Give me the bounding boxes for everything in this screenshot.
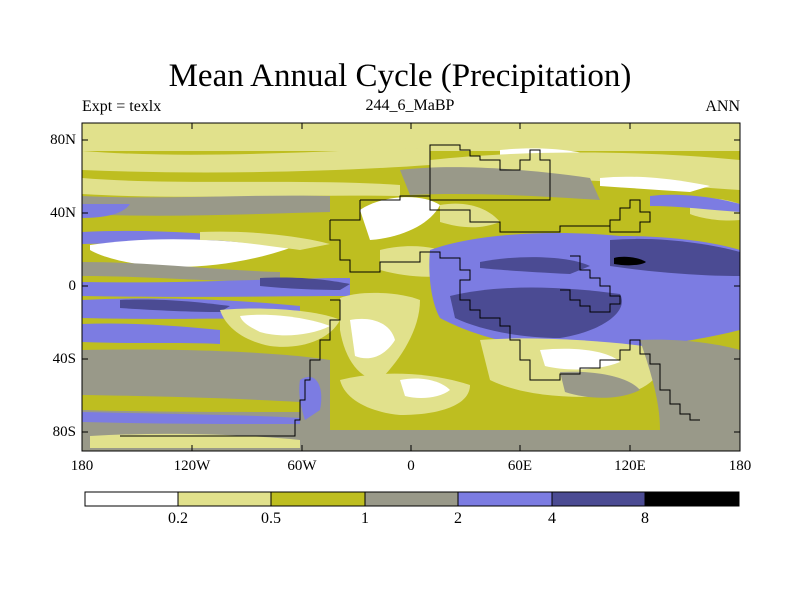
colorbar-label: 0.2 <box>168 510 188 527</box>
lon-tick-label: 60E <box>507 458 533 474</box>
field-band <box>240 314 330 336</box>
field-band <box>480 257 590 274</box>
field-band <box>610 238 740 276</box>
field-band <box>350 318 395 359</box>
field-band <box>560 371 640 398</box>
lat-tick-label: 80N <box>50 132 76 148</box>
lat-tick-label: 40S <box>52 351 76 367</box>
page-title: Mean Annual Cycle (Precipitation) <box>168 58 632 94</box>
field-band <box>82 178 400 197</box>
field-band <box>82 412 300 424</box>
field-band <box>650 194 740 212</box>
field-band <box>360 197 440 240</box>
colorbar-label: 4 <box>548 510 556 527</box>
field-band <box>90 239 290 268</box>
field-band <box>82 262 280 282</box>
lat-tick-label: 40N <box>50 205 76 221</box>
field-band <box>400 378 450 398</box>
lon-tick-label: 0 <box>407 458 415 474</box>
lat-tick-label: 80S <box>52 424 76 440</box>
colorbar-label: 8 <box>641 510 649 527</box>
coastline <box>120 144 700 437</box>
precip-field <box>82 123 740 451</box>
colorbar-segment <box>270 491 366 507</box>
colorbar-segment <box>364 491 459 507</box>
lon-tick-label: 180 <box>70 458 94 474</box>
case-label: 244_6_MaBP <box>365 97 455 114</box>
field-band <box>120 299 230 312</box>
lon-tick-label: 180 <box>728 458 752 474</box>
colorbar-label: 0.5 <box>261 510 281 527</box>
lon-tick-label: 60W <box>287 458 317 474</box>
field-band <box>82 395 300 412</box>
season-label: ANN <box>705 98 740 115</box>
colorbar <box>84 491 740 507</box>
colorbar-segment <box>644 491 740 507</box>
field-band <box>82 195 330 216</box>
field-band <box>600 176 710 192</box>
experiment-label: Expt = texlx <box>82 98 162 115</box>
tick-marks <box>81 123 741 451</box>
field-band <box>90 433 300 448</box>
colorbar-label: 2 <box>454 510 462 527</box>
field-band <box>614 256 646 266</box>
field-band <box>82 204 130 218</box>
lon-tick-label: 120E <box>614 458 646 474</box>
field-band <box>82 323 220 344</box>
lat-tick-label: 0 <box>68 278 77 294</box>
colorbar-segment <box>457 491 553 507</box>
field-band <box>82 148 430 173</box>
colorbar-segment <box>177 491 272 507</box>
colorbar-label: 1 <box>361 510 369 527</box>
field-band <box>640 339 740 430</box>
colorbar-segment <box>84 491 179 507</box>
lon-tick-label: 120W <box>173 458 211 474</box>
colorbar-segment <box>551 491 646 507</box>
field-band <box>260 277 350 290</box>
field-band <box>200 231 330 250</box>
